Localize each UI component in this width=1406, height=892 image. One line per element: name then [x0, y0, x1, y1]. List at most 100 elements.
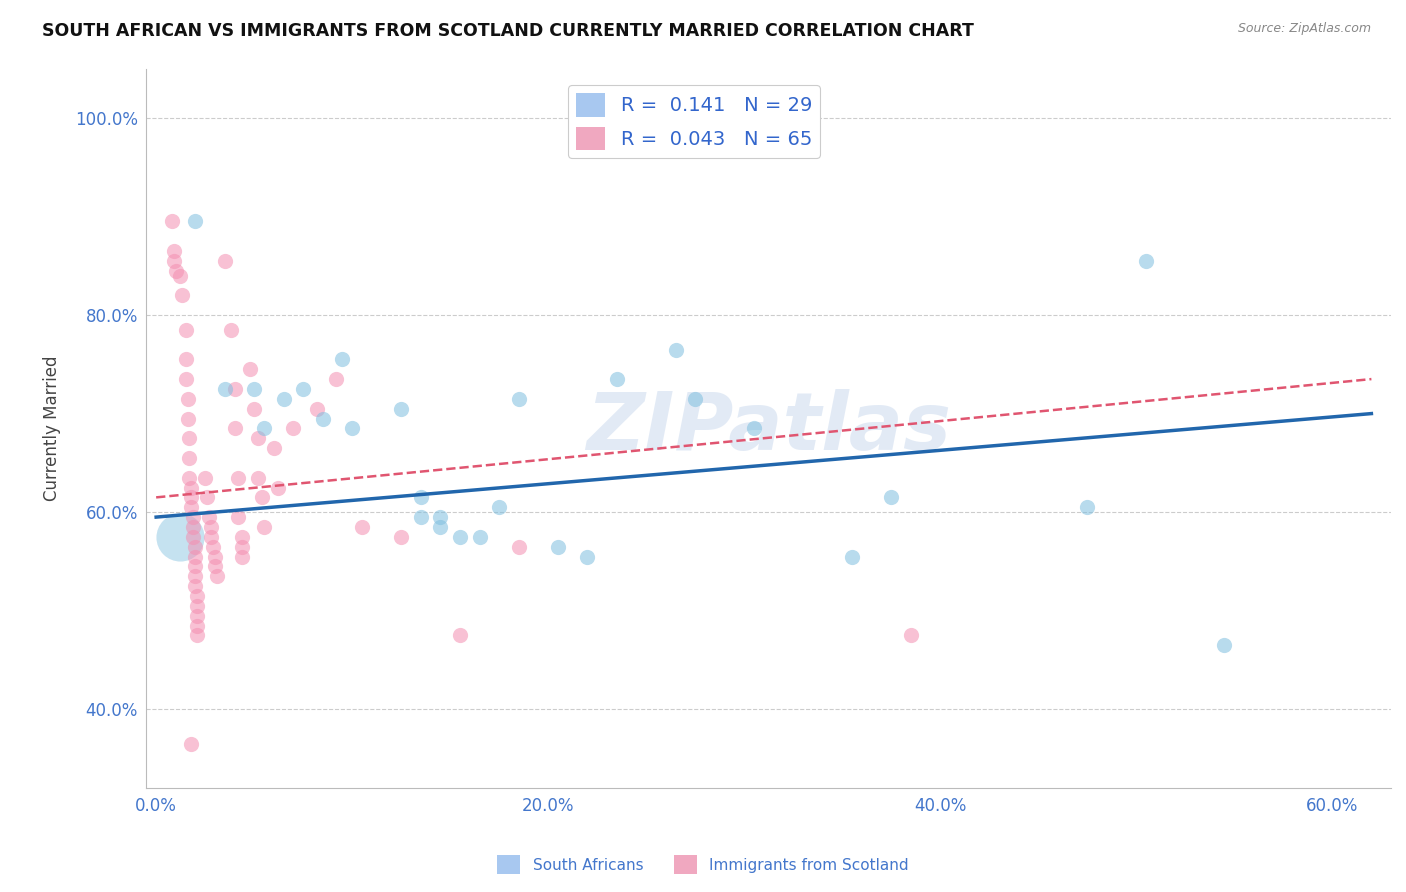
Point	[214, 253, 236, 268]
Point	[170, 288, 193, 302]
Point	[247, 471, 270, 485]
Point	[179, 431, 201, 445]
Point	[180, 491, 202, 505]
Point	[184, 559, 207, 574]
Point	[174, 352, 197, 367]
Text: SOUTH AFRICAN VS IMMIGRANTS FROM SCOTLAND CURRENTLY MARRIED CORRELATION CHART: SOUTH AFRICAN VS IMMIGRANTS FROM SCOTLAN…	[42, 22, 974, 40]
Point	[205, 569, 228, 583]
Point	[231, 549, 253, 564]
Point	[1213, 638, 1236, 652]
Point	[179, 450, 201, 465]
Point	[184, 214, 207, 228]
Point	[340, 421, 363, 435]
Point	[305, 401, 328, 416]
Point	[664, 343, 686, 357]
Point	[204, 559, 226, 574]
Point	[228, 510, 250, 524]
Point	[330, 352, 353, 367]
Point	[429, 520, 451, 534]
Point	[273, 392, 295, 406]
Point	[488, 500, 510, 515]
Point	[389, 401, 412, 416]
Point	[180, 481, 202, 495]
Point	[350, 520, 373, 534]
Point	[186, 628, 208, 642]
Point	[204, 549, 226, 564]
Point	[263, 441, 285, 455]
Point	[224, 382, 246, 396]
Point	[409, 491, 432, 505]
Point	[186, 599, 208, 613]
Point	[266, 481, 288, 495]
Point	[169, 530, 191, 544]
Point	[231, 540, 253, 554]
Point	[200, 530, 222, 544]
Point	[429, 510, 451, 524]
Point	[228, 471, 250, 485]
Legend: South Africans, Immigrants from Scotland: South Africans, Immigrants from Scotland	[491, 849, 915, 880]
Point	[184, 540, 207, 554]
Point	[219, 323, 242, 337]
Y-axis label: Currently Married: Currently Married	[44, 356, 60, 501]
Point	[186, 589, 208, 603]
Point	[841, 549, 863, 564]
Point	[186, 618, 208, 632]
Point	[312, 411, 335, 425]
Point	[183, 530, 205, 544]
Point	[200, 520, 222, 534]
Text: ZIPatlas: ZIPatlas	[586, 390, 952, 467]
Point	[169, 268, 191, 283]
Point	[683, 392, 706, 406]
Point	[195, 491, 218, 505]
Point	[184, 549, 207, 564]
Point	[198, 510, 221, 524]
Point	[179, 471, 201, 485]
Point	[183, 510, 205, 524]
Point	[606, 372, 628, 386]
Point	[201, 540, 224, 554]
Point	[449, 530, 471, 544]
Point	[409, 510, 432, 524]
Point	[449, 628, 471, 642]
Point	[243, 401, 266, 416]
Point	[1076, 500, 1098, 515]
Point	[239, 362, 262, 376]
Point	[292, 382, 315, 396]
Point	[880, 491, 903, 505]
Point	[508, 392, 530, 406]
Point	[253, 520, 276, 534]
Point	[163, 244, 186, 258]
Point	[243, 382, 266, 396]
Point	[194, 471, 217, 485]
Point	[176, 392, 198, 406]
Point	[508, 540, 530, 554]
Point	[231, 530, 253, 544]
Point	[224, 421, 246, 435]
Point	[250, 491, 273, 505]
Point	[389, 530, 412, 544]
Legend: R =  0.141   N = 29, R =  0.043   N = 65: R = 0.141 N = 29, R = 0.043 N = 65	[568, 86, 820, 158]
Point	[163, 253, 186, 268]
Point	[253, 421, 276, 435]
Point	[283, 421, 305, 435]
Point	[180, 737, 202, 751]
Point	[176, 411, 198, 425]
Point	[247, 431, 270, 445]
Point	[547, 540, 569, 554]
Text: Source: ZipAtlas.com: Source: ZipAtlas.com	[1237, 22, 1371, 36]
Point	[325, 372, 347, 386]
Point	[180, 500, 202, 515]
Point	[160, 214, 183, 228]
Point	[186, 608, 208, 623]
Point	[468, 530, 491, 544]
Point	[900, 628, 922, 642]
Point	[183, 520, 205, 534]
Point	[742, 421, 765, 435]
Point	[576, 549, 599, 564]
Point	[174, 323, 197, 337]
Point	[165, 263, 187, 277]
Point	[184, 579, 207, 593]
Point	[1135, 253, 1157, 268]
Point	[174, 372, 197, 386]
Point	[184, 569, 207, 583]
